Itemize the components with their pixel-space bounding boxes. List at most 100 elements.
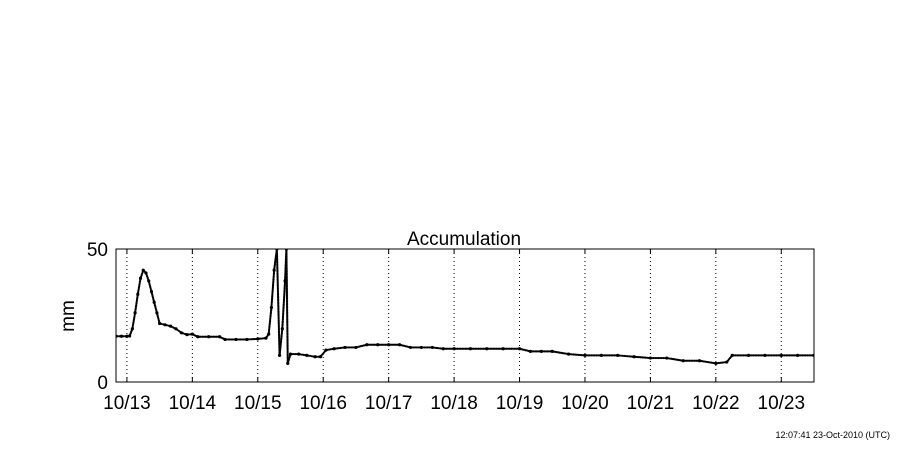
- data-sample: [734, 354, 737, 357]
- data-sample: [593, 354, 596, 357]
- data-point: [812, 353, 814, 357]
- data-sample: [773, 354, 776, 357]
- data-sample: [370, 343, 373, 346]
- data-sample: [641, 356, 644, 359]
- data-point: [408, 345, 413, 350]
- data-sample: [758, 354, 762, 357]
- data-sample: [739, 354, 742, 357]
- data-sample: [693, 359, 696, 362]
- data-sample: [626, 355, 629, 358]
- data-sample: [410, 346, 414, 349]
- data-sample: [757, 354, 760, 357]
- data-sample: [793, 354, 796, 357]
- data-sample: [490, 347, 493, 350]
- data-sample: [231, 338, 234, 341]
- data-sample: [309, 354, 312, 358]
- data-sample: [660, 356, 663, 360]
- data-point: [365, 343, 369, 347]
- data-sample: [302, 353, 305, 356]
- data-sample: [654, 356, 657, 360]
- data-sample: [426, 346, 429, 349]
- data-sample: [804, 354, 807, 357]
- data-sample: [299, 353, 302, 356]
- y-tick-label: 0: [97, 373, 108, 394]
- data-point: [196, 335, 200, 339]
- x-tick-label: 10/18: [430, 393, 478, 414]
- data-sample: [690, 359, 693, 362]
- data-sample: [459, 347, 462, 350]
- data-sample: [732, 354, 735, 357]
- data-sample: [686, 359, 690, 362]
- data-sample: [122, 335, 125, 338]
- data-sample: [685, 359, 688, 362]
- data-sample: [498, 347, 501, 350]
- data-sample: [495, 347, 498, 350]
- data-point: [468, 347, 473, 351]
- data-sample: [585, 354, 588, 357]
- data-sample: [544, 350, 548, 353]
- data-sample: [228, 338, 231, 341]
- data-point: [185, 333, 189, 337]
- data-sample: [390, 343, 393, 346]
- data-sample: [736, 354, 739, 357]
- data-sample: [382, 343, 386, 346]
- y-axis-ticks: 0 50: [87, 240, 814, 394]
- data-sample: [421, 346, 425, 349]
- data-sample: [329, 348, 332, 351]
- data-sample: [480, 347, 484, 350]
- data-sample: [610, 354, 613, 357]
- data-point: [763, 353, 767, 357]
- data-sample: [750, 354, 753, 357]
- data-sample: [688, 359, 691, 362]
- data-sample: [210, 335, 213, 338]
- data-sample: [470, 347, 474, 350]
- data-sample: [749, 354, 752, 357]
- data-sample: [655, 356, 659, 360]
- data-sample: [755, 354, 758, 357]
- data-sample: [652, 356, 655, 360]
- data-sample: [534, 350, 537, 353]
- data-point: [796, 353, 800, 357]
- data-sample: [806, 354, 809, 357]
- data-sample: [619, 354, 623, 357]
- data-sample: [807, 354, 811, 357]
- data-point: [730, 353, 734, 357]
- data-sample: [634, 355, 637, 358]
- data-sample: [788, 354, 791, 357]
- data-sample: [448, 347, 451, 350]
- data-sample: [389, 343, 392, 346]
- x-tick-label: 10/17: [365, 393, 413, 414]
- data-point: [528, 349, 533, 354]
- data-sample: [513, 347, 516, 350]
- data-sample: [373, 343, 376, 346]
- data-sample: [456, 347, 459, 350]
- data-sample: [532, 350, 535, 353]
- data-sample: [291, 352, 294, 356]
- data-sample: [546, 350, 549, 353]
- data-sample: [596, 354, 600, 357]
- data-sample: [424, 346, 428, 349]
- data-sample: [575, 353, 578, 356]
- data-sample: [636, 355, 639, 359]
- data-point: [681, 359, 685, 363]
- data-sample: [310, 355, 313, 358]
- data-sample: [350, 346, 353, 349]
- data-point: [387, 343, 391, 347]
- data-sample: [474, 347, 477, 350]
- x-tick-label: 10/23: [758, 393, 806, 414]
- data-sample: [253, 337, 256, 341]
- data-point: [501, 347, 505, 351]
- data-sample: [347, 346, 350, 349]
- data-sample: [618, 354, 621, 357]
- data-sample: [767, 354, 770, 357]
- data-sample: [371, 343, 375, 346]
- data-series: [116, 249, 814, 365]
- data-sample: [417, 346, 420, 349]
- data-point: [223, 337, 227, 342]
- data-sample: [511, 347, 515, 350]
- data-sample: [548, 350, 551, 353]
- data-sample: [345, 346, 348, 349]
- data-sample: [590, 354, 593, 357]
- data-sample: [237, 338, 241, 341]
- data-point: [746, 353, 751, 357]
